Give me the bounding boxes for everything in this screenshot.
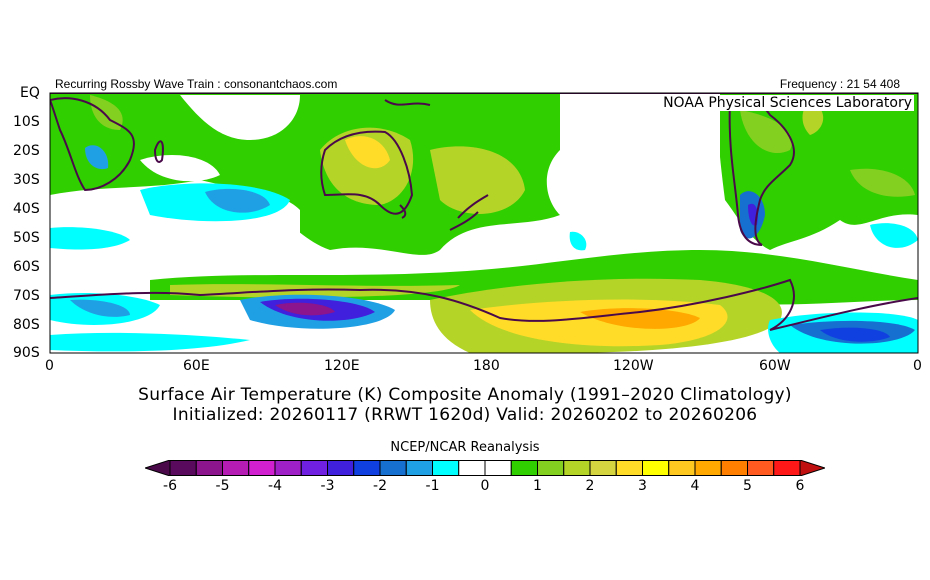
colorbar-over-arrow xyxy=(799,460,825,476)
colorbar-swatch xyxy=(615,460,643,476)
lat-label: 50S xyxy=(13,230,40,246)
colorbar-tick-label: -3 xyxy=(320,478,335,494)
colorbar-tick-label: 5 xyxy=(743,478,752,494)
lon-label: 60E xyxy=(183,358,210,374)
lat-label: 70S xyxy=(13,288,40,304)
lon-label: 60W xyxy=(759,358,791,374)
colorbar-swatch xyxy=(720,460,748,476)
colorbar xyxy=(145,460,825,476)
colorbar-swatch xyxy=(694,460,722,476)
lon-label: 120E xyxy=(324,358,360,374)
lab-credit: NOAA Physical Sciences Laboratory xyxy=(661,95,914,111)
lat-label: 10S xyxy=(13,114,40,130)
lat-label: 40S xyxy=(13,201,40,217)
lon-label: 0 xyxy=(913,358,922,374)
lat-label: 90S xyxy=(13,345,40,361)
colorbar-tick-label: -4 xyxy=(268,478,282,494)
colorbar-swatch xyxy=(563,460,591,476)
colorbar-swatch xyxy=(589,460,617,476)
colorbar-swatch xyxy=(222,460,250,476)
colorbar-swatch xyxy=(773,460,801,476)
colorbar-swatch xyxy=(642,460,670,476)
lon-label: 0 xyxy=(45,358,54,374)
colorbar-tick-label: 2 xyxy=(585,478,595,494)
colorbar-swatch xyxy=(195,460,223,476)
lat-label: 60S xyxy=(13,259,40,275)
colorbar-swatch xyxy=(405,460,433,476)
colorbar-swatch xyxy=(747,460,775,476)
colorbar-swatch xyxy=(484,460,512,476)
colorbar-tick-label: 3 xyxy=(638,478,647,494)
colorbar-swatch xyxy=(458,460,486,476)
colorbar-swatch xyxy=(300,460,328,476)
colorbar-tick-label: 6 xyxy=(795,478,805,494)
colorbar-title: NCEP/NCAR Reanalysis xyxy=(390,440,540,455)
colorbar-swatch xyxy=(248,460,276,476)
colorbar-tick-label: -1 xyxy=(425,478,440,494)
colorbar-swatch xyxy=(510,460,538,476)
colorbar-tick-label: -2 xyxy=(373,478,387,494)
coastlines xyxy=(50,93,918,331)
colorbar-swatch xyxy=(432,460,460,476)
map-frame xyxy=(49,92,919,354)
colorbar-tick-label: 4 xyxy=(690,478,700,494)
lon-label: 180 xyxy=(473,358,500,374)
lat-label: EQ xyxy=(20,85,40,101)
map-plot xyxy=(49,92,919,354)
colorbar-swatch xyxy=(169,460,197,476)
colorbar-swatch xyxy=(668,460,696,476)
figure-title: Surface Air Temperature (K) Composite An… xyxy=(138,385,792,405)
lat-label: 30S xyxy=(13,172,40,188)
colorbar-swatch xyxy=(379,460,407,476)
colorbar-tick-label: -5 xyxy=(215,478,230,494)
figure-subtitle: Initialized: 20260117 (RRWT 1620d) Valid… xyxy=(172,405,758,425)
colorbar-swatch xyxy=(327,460,355,476)
header-right-text: Frequency : 21 54 408 xyxy=(779,77,900,91)
colorbar-swatch xyxy=(537,460,565,476)
colorbar-tick-label: 0 xyxy=(480,478,490,494)
lat-label: 80S xyxy=(13,317,40,333)
colorbar-under-arrow xyxy=(145,460,171,476)
colorbar-tick-label: 1 xyxy=(533,478,542,494)
colorbar-swatch xyxy=(353,460,381,476)
lon-label: 120W xyxy=(613,358,654,374)
header-left-text: Recurring Rossby Wave Train : consonantc… xyxy=(55,77,338,91)
colorbar-tick-label: -6 xyxy=(163,478,177,494)
colorbar-swatch xyxy=(274,460,302,476)
lat-label: 20S xyxy=(13,143,40,159)
